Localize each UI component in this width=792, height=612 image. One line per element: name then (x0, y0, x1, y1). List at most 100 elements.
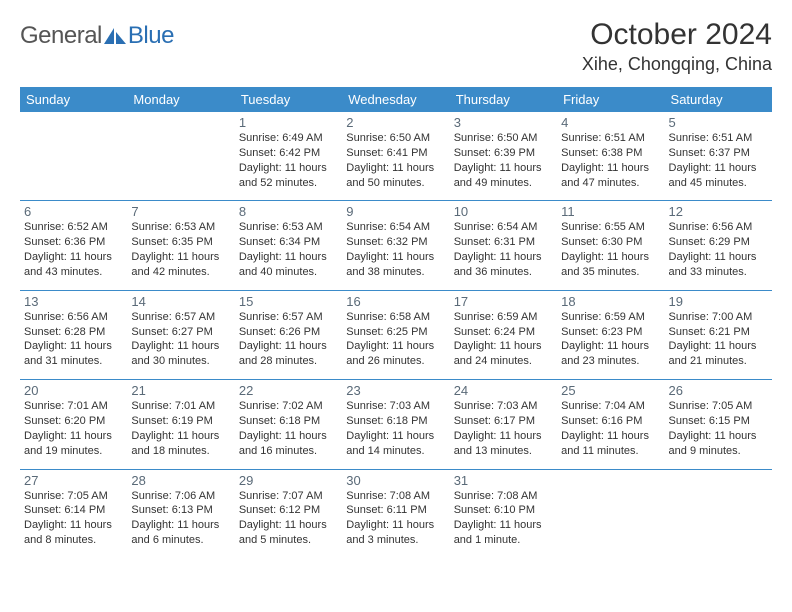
sunset-text: Sunset: 6:34 PM (239, 235, 338, 250)
day-7: 7Sunrise: 6:53 AMSunset: 6:35 PMDaylight… (127, 201, 234, 290)
day-info: Sunrise: 6:51 AMSunset: 6:38 PMDaylight:… (561, 131, 660, 190)
daylight-text: Daylight: 11 hours and 33 minutes. (669, 250, 768, 280)
day-info: Sunrise: 7:08 AMSunset: 6:10 PMDaylight:… (454, 489, 553, 548)
day-info: Sunrise: 6:54 AMSunset: 6:31 PMDaylight:… (454, 220, 553, 279)
daylight-text: Daylight: 11 hours and 50 minutes. (346, 161, 445, 191)
sunrise-text: Sunrise: 6:58 AM (346, 310, 445, 325)
day-number: 28 (131, 473, 230, 488)
day-number: 5 (669, 115, 768, 130)
day-number: 15 (239, 294, 338, 309)
sunrise-text: Sunrise: 6:57 AM (131, 310, 230, 325)
day-24: 24Sunrise: 7:03 AMSunset: 6:17 PMDayligh… (450, 380, 557, 469)
day-16: 16Sunrise: 6:58 AMSunset: 6:25 PMDayligh… (342, 290, 449, 379)
logo: General Blue (20, 18, 174, 50)
day-info: Sunrise: 7:00 AMSunset: 6:21 PMDaylight:… (669, 310, 768, 369)
day-number: 27 (24, 473, 123, 488)
day-number: 13 (24, 294, 123, 309)
sunset-text: Sunset: 6:21 PM (669, 325, 768, 340)
sunrise-text: Sunrise: 7:01 AM (131, 399, 230, 414)
sunrise-text: Sunrise: 6:57 AM (239, 310, 338, 325)
day-number: 2 (346, 115, 445, 130)
day-info: Sunrise: 7:01 AMSunset: 6:20 PMDaylight:… (24, 399, 123, 458)
dow-wednesday: Wednesday (342, 87, 449, 112)
day-9: 9Sunrise: 6:54 AMSunset: 6:32 PMDaylight… (342, 201, 449, 290)
day-number: 24 (454, 383, 553, 398)
day-number: 8 (239, 204, 338, 219)
day-number: 22 (239, 383, 338, 398)
sunrise-text: Sunrise: 7:00 AM (669, 310, 768, 325)
sunrise-text: Sunrise: 7:01 AM (24, 399, 123, 414)
sunrise-text: Sunrise: 6:54 AM (346, 220, 445, 235)
day-info: Sunrise: 7:01 AMSunset: 6:19 PMDaylight:… (131, 399, 230, 458)
day-info: Sunrise: 6:50 AMSunset: 6:39 PMDaylight:… (454, 131, 553, 190)
sunset-text: Sunset: 6:16 PM (561, 414, 660, 429)
day-info: Sunrise: 6:53 AMSunset: 6:35 PMDaylight:… (131, 220, 230, 279)
empty-cell (20, 112, 127, 201)
sunset-text: Sunset: 6:39 PM (454, 146, 553, 161)
sunset-text: Sunset: 6:20 PM (24, 414, 123, 429)
day-number: 29 (239, 473, 338, 488)
sunrise-text: Sunrise: 7:05 AM (669, 399, 768, 414)
week-row: 20Sunrise: 7:01 AMSunset: 6:20 PMDayligh… (20, 380, 772, 469)
sunset-text: Sunset: 6:32 PM (346, 235, 445, 250)
daylight-text: Daylight: 11 hours and 16 minutes. (239, 429, 338, 459)
sunset-text: Sunset: 6:30 PM (561, 235, 660, 250)
day-number: 12 (669, 204, 768, 219)
sunset-text: Sunset: 6:23 PM (561, 325, 660, 340)
daylight-text: Daylight: 11 hours and 3 minutes. (346, 518, 445, 548)
sunrise-text: Sunrise: 6:53 AM (239, 220, 338, 235)
sunrise-text: Sunrise: 7:08 AM (346, 489, 445, 504)
sunset-text: Sunset: 6:27 PM (131, 325, 230, 340)
day-27: 27Sunrise: 7:05 AMSunset: 6:14 PMDayligh… (20, 469, 127, 558)
day-23: 23Sunrise: 7:03 AMSunset: 6:18 PMDayligh… (342, 380, 449, 469)
dow-sunday: Sunday (20, 87, 127, 112)
sunrise-text: Sunrise: 6:55 AM (561, 220, 660, 235)
sunset-text: Sunset: 6:14 PM (24, 503, 123, 518)
day-number: 6 (24, 204, 123, 219)
sunset-text: Sunset: 6:35 PM (131, 235, 230, 250)
sunset-text: Sunset: 6:13 PM (131, 503, 230, 518)
empty-cell (127, 112, 234, 201)
sunset-text: Sunset: 6:18 PM (239, 414, 338, 429)
day-2: 2Sunrise: 6:50 AMSunset: 6:41 PMDaylight… (342, 112, 449, 201)
daylight-text: Daylight: 11 hours and 23 minutes. (561, 339, 660, 369)
day-info: Sunrise: 7:08 AMSunset: 6:11 PMDaylight:… (346, 489, 445, 548)
sunrise-text: Sunrise: 7:05 AM (24, 489, 123, 504)
sunset-text: Sunset: 6:31 PM (454, 235, 553, 250)
day-number: 20 (24, 383, 123, 398)
sunrise-text: Sunrise: 7:07 AM (239, 489, 338, 504)
day-5: 5Sunrise: 6:51 AMSunset: 6:37 PMDaylight… (665, 112, 772, 201)
day-3: 3Sunrise: 6:50 AMSunset: 6:39 PMDaylight… (450, 112, 557, 201)
day-info: Sunrise: 6:53 AMSunset: 6:34 PMDaylight:… (239, 220, 338, 279)
sunset-text: Sunset: 6:18 PM (346, 414, 445, 429)
sunset-text: Sunset: 6:41 PM (346, 146, 445, 161)
day-info: Sunrise: 6:59 AMSunset: 6:23 PMDaylight:… (561, 310, 660, 369)
day-12: 12Sunrise: 6:56 AMSunset: 6:29 PMDayligh… (665, 201, 772, 290)
day-info: Sunrise: 6:57 AMSunset: 6:27 PMDaylight:… (131, 310, 230, 369)
day-info: Sunrise: 6:52 AMSunset: 6:36 PMDaylight:… (24, 220, 123, 279)
logo-text-blue: Blue (128, 22, 174, 50)
sunrise-text: Sunrise: 6:54 AM (454, 220, 553, 235)
empty-cell (557, 469, 664, 558)
calendar-table: SundayMondayTuesdayWednesdayThursdayFrid… (20, 87, 772, 558)
day-number: 1 (239, 115, 338, 130)
day-info: Sunrise: 6:55 AMSunset: 6:30 PMDaylight:… (561, 220, 660, 279)
week-row: 27Sunrise: 7:05 AMSunset: 6:14 PM Dayligh… (20, 469, 772, 558)
daylight-text: Daylight: 11 hours and 5 minutes. (239, 518, 338, 548)
sunset-text: Sunset: 6:10 PM (454, 503, 553, 518)
day-14: 14Sunrise: 6:57 AMSunset: 6:27 PMDayligh… (127, 290, 234, 379)
daylight-text: Daylight: 11 hours and 38 minutes. (346, 250, 445, 280)
week-row: 1Sunrise: 6:49 AMSunset: 6:42 PMDaylight… (20, 112, 772, 201)
day-number: 9 (346, 204, 445, 219)
sunrise-text: Sunrise: 6:51 AM (561, 131, 660, 146)
daylight-text: Daylight: 11 hours and 43 minutes. (24, 250, 123, 280)
sunset-text: Sunset: 6:26 PM (239, 325, 338, 340)
day-10: 10Sunrise: 6:54 AMSunset: 6:31 PMDayligh… (450, 201, 557, 290)
header: General Blue October 2024 Xihe, Chongqin… (20, 18, 772, 75)
day-4: 4Sunrise: 6:51 AMSunset: 6:38 PMDaylight… (557, 112, 664, 201)
day-number: 31 (454, 473, 553, 488)
day-info: Sunrise: 6:59 AMSunset: 6:24 PMDaylight:… (454, 310, 553, 369)
daylight-text: Daylight: 11 hours and 47 minutes. (561, 161, 660, 191)
dow-friday: Friday (557, 87, 664, 112)
day-number: 16 (346, 294, 445, 309)
